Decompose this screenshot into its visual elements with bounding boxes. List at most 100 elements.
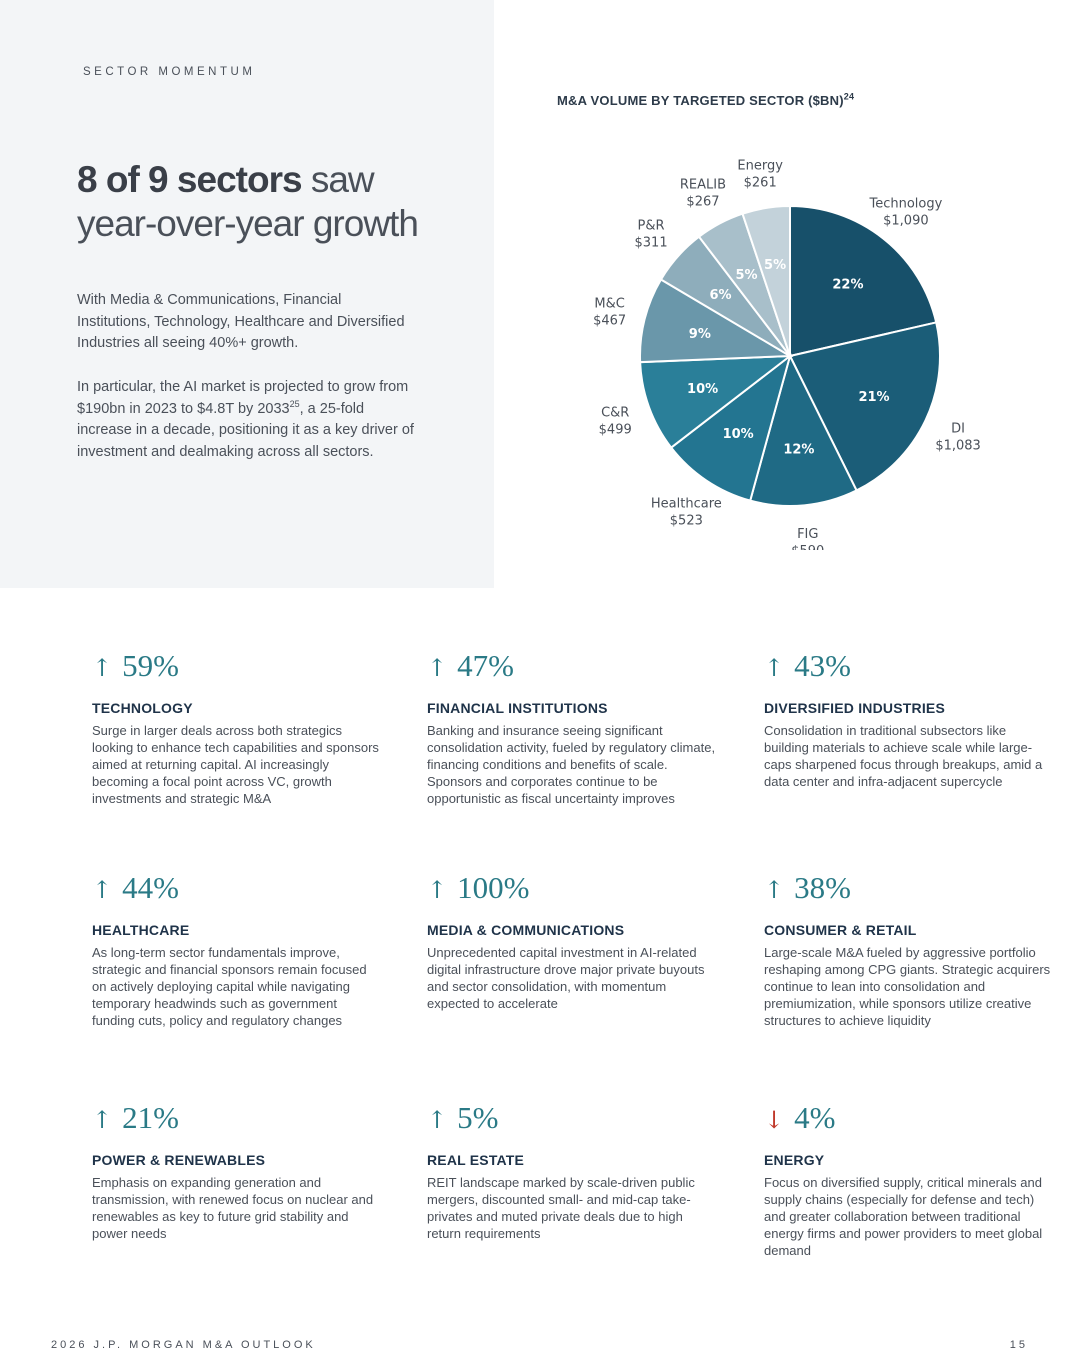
arrow-up-icon: ↑	[427, 654, 448, 682]
footnote-ref: 25	[289, 398, 300, 409]
pie-percent-label: 12%	[783, 443, 814, 458]
pie-sector-name: M&C	[594, 296, 624, 311]
pie-slice-technology	[789, 204, 938, 358]
pie-slice-m-c	[639, 278, 794, 364]
pie-sector-amount: $311	[635, 235, 668, 250]
intro-paragraph-2: In particular, the AI market is projecte…	[77, 377, 417, 463]
sector-growth-value: 100%	[457, 870, 530, 905]
pie-sector-labels: Technology $1,090 DI $1,083 FIG $590 Healthcar…	[593, 158, 981, 550]
pie-sector-amount: $499	[599, 423, 632, 438]
sector-growth-value: 43%	[794, 648, 851, 683]
pie-sector-label: M&C $467	[593, 296, 626, 328]
chart-footnote-ref: 24	[843, 91, 855, 102]
pie-sector-amount: $267	[686, 195, 719, 210]
sector-card-financial-institutions: ↑ 47% FINANCIAL INSTITUTIONS Banking and in…	[427, 648, 717, 807]
sector-title: FINANCIAL INSTITUTIONS	[427, 700, 608, 716]
sector-card-media-communications: ↑ 100% MEDIA & COMMUNICATIONS Unprecedented…	[427, 870, 717, 1012]
footer-title: 2026 J.P. MORGAN M&A OUTLOOK	[51, 1339, 316, 1351]
intro-p2-continued: , a 25-fold increase in a decade, positi…	[77, 400, 414, 460]
sector-stat: ↑ 5%	[427, 1100, 717, 1140]
section-eyebrow: SECTOR MOMENTUM	[83, 66, 256, 78]
sector-growth-value: 44%	[122, 870, 179, 905]
sector-growth-value: 59%	[122, 648, 179, 683]
pie-sector-amount: $1,090	[883, 214, 929, 229]
sector-pie-chart: 22% 21% 12% 10% 10% 9% 6% 5% 5% Technology $1,090…	[593, 158, 981, 550]
intro-p2-text: In particular, the AI market is projecte…	[77, 379, 409, 417]
pie-sector-amount: $1,083	[935, 439, 981, 454]
pie-slice-healthcare	[669, 353, 792, 502]
pie-sector-name: DI	[951, 422, 965, 437]
pie-sector-label: Energy $261	[737, 158, 783, 190]
arrow-up-icon: ↑	[92, 654, 113, 682]
arrow-up-icon: ↑	[427, 876, 448, 904]
sector-description: Surge in larger deals across both strate…	[92, 723, 379, 806]
sector-description: Unprecedented capital investment in AI-r…	[427, 945, 705, 1011]
pie-percent-label: 9%	[689, 327, 711, 342]
pie-sector-amount: $261	[744, 175, 777, 190]
hero-panel	[0, 0, 494, 588]
sector-growth-value: 21%	[122, 1100, 179, 1135]
sector-stat: ↑ 100%	[427, 870, 717, 910]
arrow-up-icon: ↑	[764, 654, 785, 682]
sector-card-real-estate: ↑ 5% REAL ESTATE REIT landscape marked by s…	[427, 1100, 717, 1242]
pie-sector-label: P&R $311	[635, 218, 668, 250]
pie-sector-name: P&R	[638, 218, 665, 233]
arrow-up-icon: ↑	[92, 876, 113, 904]
pie-sector-label: REALIB $267	[680, 178, 726, 210]
pie-percent-label: 21%	[858, 390, 889, 405]
sector-stat: ↑ 44%	[92, 870, 382, 910]
sector-growth-value: 4%	[794, 1100, 836, 1135]
pie-slice-fig	[748, 353, 858, 507]
sector-card-technology: ↑ 59% TECHNOLOGY Surge in larger deals acro…	[92, 648, 382, 807]
chart-title: M&A VOLUME BY TARGETED SECTOR ($BN)24	[557, 91, 855, 108]
sector-stat: ↑ 59%	[92, 648, 382, 688]
sector-stat: ↑ 43%	[764, 648, 1054, 688]
sector-title: DIVERSIFIED INDUSTRIES	[764, 700, 945, 716]
arrow-down-icon: ↓	[764, 1106, 785, 1134]
sector-card-diversified-industries: ↑ 43% DIVERSIFIED INDUSTRIES Consolidation …	[764, 648, 1054, 790]
sector-title: POWER & RENEWABLES	[92, 1152, 266, 1168]
sector-title: MEDIA & COMMUNICATIONS	[427, 922, 625, 938]
pie-sector-name: Energy	[737, 158, 783, 173]
sector-card-energy: ↓ 4% ENERGY Focus on diversified supply, cr…	[764, 1100, 1054, 1259]
sector-growth-value: 47%	[457, 648, 514, 683]
sector-stat: ↑ 47%	[427, 648, 717, 688]
sector-title: CONSUMER & RETAIL	[764, 922, 917, 938]
sector-growth-value: 5%	[457, 1100, 499, 1135]
pie-percent-label: 10%	[723, 427, 754, 442]
sector-description: REIT landscape marked by scale-driven pu…	[427, 1175, 695, 1241]
sector-description: Banking and insurance seeing significant…	[427, 723, 716, 806]
pie-slices	[639, 204, 941, 507]
pie-percent-label: 5%	[735, 268, 757, 283]
intro-paragraph-1: With Media & Communications, Financial I…	[77, 292, 405, 352]
sector-stat: ↓ 4%	[764, 1100, 1054, 1140]
pie-percent-label: 10%	[687, 382, 718, 397]
sector-title: HEALTHCARE	[92, 922, 190, 938]
pie-sector-name: REALIB	[680, 178, 726, 193]
pie-sector-label: Healthcare $523	[651, 496, 722, 528]
pie-sector-name: C&R	[601, 406, 629, 421]
sector-title: REAL ESTATE	[427, 1152, 525, 1168]
sector-card-healthcare: ↑ 44% HEALTHCARE As long-term sector fundam…	[92, 870, 382, 1029]
pie-sector-label: Technology $1,090	[868, 197, 942, 229]
headline-rest: saw	[301, 159, 375, 200]
pie-sector-amount: $590	[791, 544, 824, 550]
arrow-up-icon: ↑	[427, 1106, 448, 1134]
sector-title: ENERGY	[764, 1152, 825, 1168]
pie-slice-di	[788, 321, 941, 492]
pie-sector-label: C&R $499	[599, 406, 632, 438]
sector-description: Focus on diversified supply, critical mi…	[764, 1175, 1043, 1258]
pie-sector-name: FIG	[797, 527, 818, 542]
headline-line2: year-over-year growth	[77, 203, 419, 244]
pie-sector-name: Healthcare	[651, 496, 722, 511]
arrow-up-icon: ↑	[764, 876, 785, 904]
sector-description: As long-term sector fundamentals improve…	[92, 945, 367, 1028]
pie-sector-label: DI $1,083	[935, 422, 981, 454]
pie-percent-label: 22%	[832, 277, 863, 292]
pie-percent-label: 5%	[764, 258, 786, 273]
pie-sector-amount: $523	[670, 513, 703, 528]
sector-description: Large-scale M&A fueled by aggressive por…	[764, 945, 1051, 1028]
sector-description: Consolidation in traditional subsectors …	[764, 723, 1043, 789]
pie-sector-label: FIG $590	[791, 527, 824, 550]
sector-card-consumer-retail: ↑ 38% CONSUMER & RETAIL Large-scale M&A fue…	[764, 870, 1054, 1029]
